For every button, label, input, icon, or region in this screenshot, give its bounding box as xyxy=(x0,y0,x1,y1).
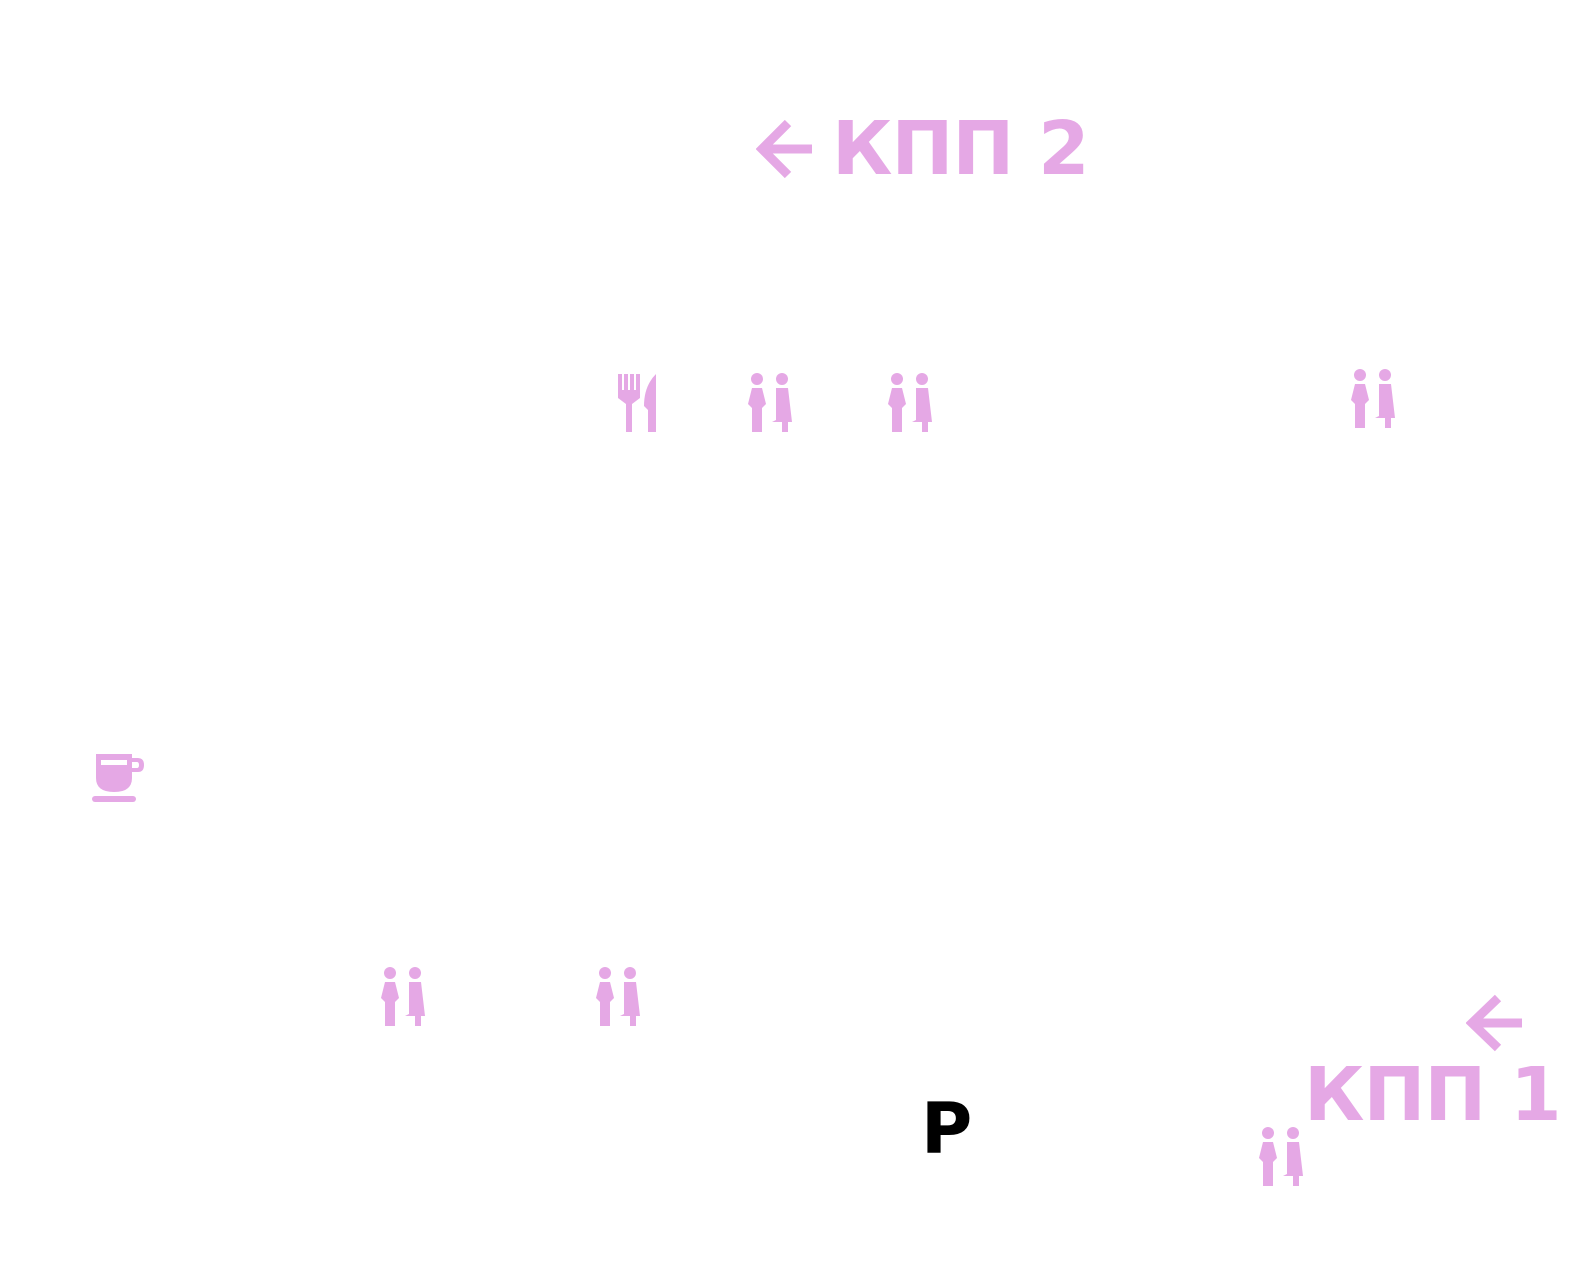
toilet-icon[interactable] xyxy=(1257,1126,1305,1188)
gate-2-marker[interactable]: КПП 2 xyxy=(756,106,1090,192)
toilet-icon[interactable] xyxy=(594,966,642,1028)
gate-2-label: КПП 2 xyxy=(832,106,1090,192)
arrow-left-icon xyxy=(1466,994,1522,1052)
toilet-icon[interactable] xyxy=(379,966,427,1028)
toilet-icon[interactable] xyxy=(746,372,794,434)
arrow-left-icon xyxy=(756,119,812,179)
parking-label[interactable]: P xyxy=(921,1088,973,1170)
coffee-cup-icon[interactable] xyxy=(92,752,146,802)
fork-knife-icon[interactable] xyxy=(616,372,658,432)
gate-1-label[interactable]: КПП 1 xyxy=(1304,1052,1562,1138)
toilet-icon[interactable] xyxy=(886,372,934,434)
toilet-icon[interactable] xyxy=(1349,368,1397,430)
